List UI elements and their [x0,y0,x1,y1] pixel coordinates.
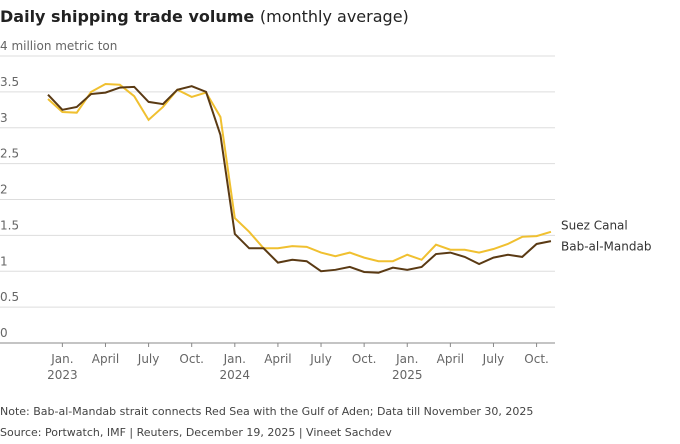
x-tick-label: Oct. [179,352,204,366]
x-tick-label-part: Jan. [223,352,246,366]
series-label: Suez Canal [561,218,628,232]
series-label: Bab-al-Mandab [561,240,651,254]
x-tick-label: April [264,352,291,366]
x-tick-label: April [437,352,464,366]
series-line [47,85,552,274]
y-tick-label: 3 [0,111,8,125]
y-tick-label: 2 [0,183,8,197]
x-tick-label: Jan. 2024 [220,352,251,382]
x-tick-label-part: 2025 [392,368,423,382]
x-tick-label-part: Jan. [50,352,73,366]
y-tick-label: 3.5 [0,75,19,89]
x-tick-label: July [137,352,160,366]
x-tick-label-part: 2024 [220,368,251,382]
x-tick-label: April [92,352,119,366]
x-tick-label: Jan. 2023 [47,352,78,382]
subtitle: (monthly average) [260,7,409,26]
x-tick-label: Oct. [352,352,377,366]
chart-title: Daily shipping trade volume (monthly ave… [0,7,409,26]
x-tick-label: July [309,352,332,366]
x-tick-label: Oct. [524,352,549,366]
source: Source: Portwatch, IMF | Reuters, Decemb… [0,426,392,439]
title: Daily shipping trade volume [0,7,254,26]
y-tick-label: 2.5 [0,147,19,161]
series-line [47,82,552,263]
x-tick-label-part: Jan. [395,352,418,366]
y-tick-label: 0.5 [0,290,19,304]
y-tick-label: 1.5 [0,218,19,232]
x-tick-label: Jan. 2025 [392,352,423,382]
x-tick-label: July [482,352,505,366]
y-tick-label: 0 [0,326,8,340]
y-tick-label: 4 million metric ton [0,39,117,53]
x-tick-label-part: 2023 [47,368,78,382]
note: Note: Bab-al-Mandab strait connects Red … [0,405,533,418]
y-tick-label: 1 [0,254,8,268]
